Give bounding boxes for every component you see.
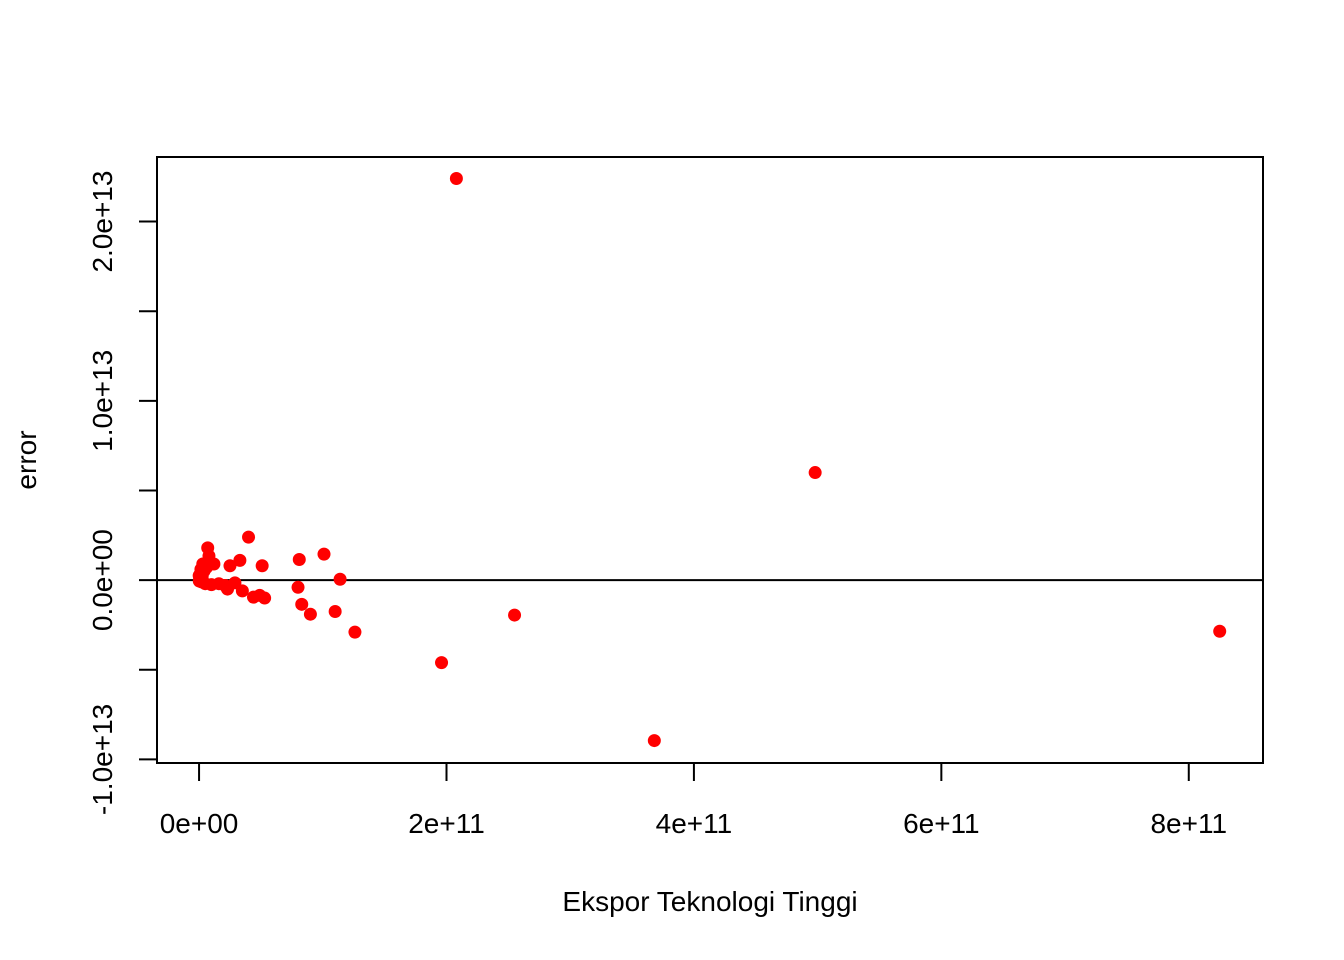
data-point: [242, 530, 256, 544]
data-point: [508, 608, 522, 622]
data-point: [291, 580, 305, 594]
x-tick-label: 4e+11: [656, 808, 733, 839]
data-points: [192, 172, 1227, 748]
x-tick-label: 6e+11: [903, 808, 980, 839]
data-point: [255, 559, 269, 573]
x-axis-label: Ekspor Teknologi Tinggi: [562, 886, 857, 917]
x-tick-label: 8e+11: [1150, 808, 1227, 839]
data-point: [295, 597, 309, 611]
data-point: [1213, 624, 1227, 638]
y-axis-label: error: [11, 430, 42, 489]
y-tick-label: 0.0e+00: [87, 529, 118, 631]
x-tick-label: 0e+00: [160, 808, 239, 839]
data-point: [292, 553, 306, 567]
data-point: [303, 607, 317, 621]
data-point: [317, 547, 331, 561]
data-point: [808, 466, 822, 480]
data-point: [246, 590, 260, 604]
y-axis-ticks: -1.0e+13 0.0e+00 1.0e+13 2.0e+13: [87, 171, 157, 815]
data-point: [435, 656, 449, 670]
data-point: [328, 605, 342, 618]
data-point: [192, 569, 206, 583]
y-tick-label: -1.0e+13: [87, 704, 118, 815]
y-tick-label: 2.0e+13: [87, 171, 118, 273]
data-point: [647, 734, 661, 748]
y-tick-label: 1.0e+13: [87, 350, 118, 452]
data-point: [449, 172, 463, 186]
x-axis-ticks: 0e+00 2e+11 4e+11 6e+11 8e+11: [160, 763, 1227, 839]
data-point: [201, 541, 215, 555]
data-point: [223, 559, 237, 573]
data-point: [333, 572, 347, 586]
data-point: [233, 553, 247, 567]
plot-area-frame: [156, 156, 1264, 764]
data-point: [348, 625, 362, 639]
x-tick-label: 2e+11: [408, 808, 485, 839]
